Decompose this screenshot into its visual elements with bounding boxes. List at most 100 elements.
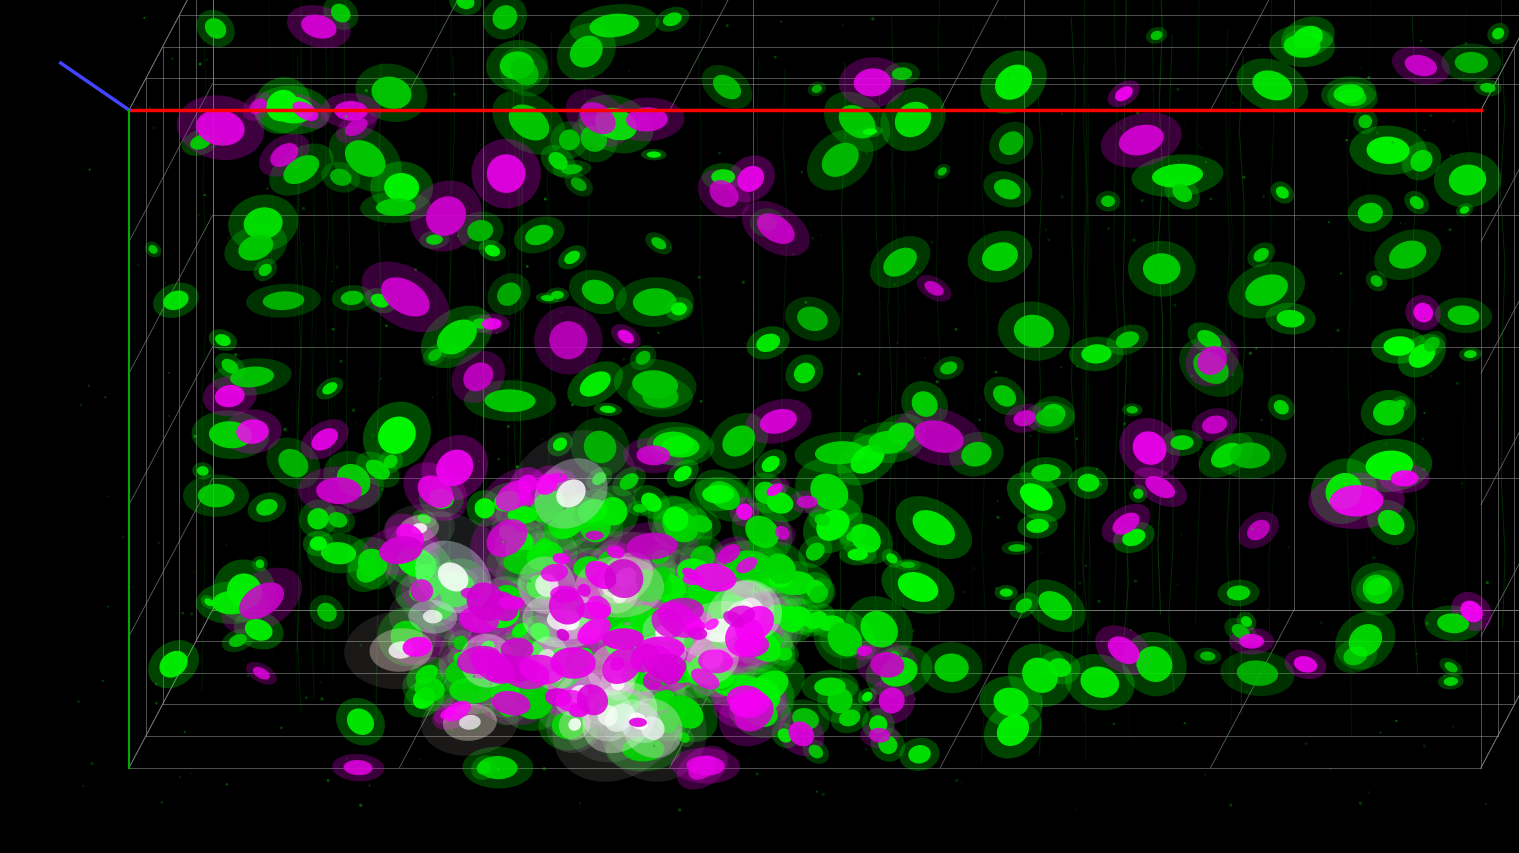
Ellipse shape [726, 26, 729, 28]
Ellipse shape [545, 548, 576, 569]
Ellipse shape [629, 626, 687, 659]
Ellipse shape [1018, 514, 1057, 539]
Ellipse shape [1475, 166, 1476, 168]
Ellipse shape [336, 112, 377, 144]
Ellipse shape [1030, 435, 1031, 438]
Ellipse shape [319, 681, 322, 684]
Ellipse shape [595, 108, 636, 141]
Ellipse shape [693, 666, 785, 707]
Ellipse shape [1390, 471, 1419, 487]
Ellipse shape [390, 621, 424, 653]
Ellipse shape [378, 450, 403, 474]
Ellipse shape [457, 646, 501, 674]
Ellipse shape [561, 669, 655, 763]
Ellipse shape [580, 103, 615, 135]
Ellipse shape [152, 127, 155, 131]
Ellipse shape [427, 598, 460, 627]
Ellipse shape [1192, 409, 1238, 442]
Ellipse shape [399, 515, 439, 543]
Ellipse shape [687, 652, 723, 685]
Ellipse shape [564, 252, 580, 264]
Ellipse shape [1069, 467, 1109, 500]
Ellipse shape [629, 718, 647, 727]
Ellipse shape [996, 516, 1000, 519]
Ellipse shape [814, 609, 876, 670]
Ellipse shape [638, 445, 641, 448]
Ellipse shape [962, 443, 992, 467]
Ellipse shape [908, 746, 931, 763]
Ellipse shape [529, 580, 532, 583]
Ellipse shape [595, 691, 639, 717]
Ellipse shape [453, 583, 486, 605]
Ellipse shape [627, 632, 693, 693]
Ellipse shape [475, 728, 478, 731]
Ellipse shape [688, 627, 708, 640]
Ellipse shape [1150, 38, 1151, 40]
Ellipse shape [548, 589, 585, 625]
Ellipse shape [605, 600, 649, 626]
Ellipse shape [523, 592, 605, 648]
Ellipse shape [457, 212, 504, 251]
Ellipse shape [434, 572, 466, 585]
Ellipse shape [772, 722, 797, 748]
Ellipse shape [1048, 659, 1071, 677]
Ellipse shape [878, 688, 905, 714]
Ellipse shape [717, 544, 740, 564]
Ellipse shape [995, 587, 998, 590]
Ellipse shape [480, 360, 483, 363]
Ellipse shape [1252, 72, 1293, 102]
Ellipse shape [1186, 335, 1238, 387]
Ellipse shape [702, 670, 735, 689]
Ellipse shape [225, 544, 228, 547]
Ellipse shape [816, 510, 849, 542]
Ellipse shape [263, 292, 304, 310]
Ellipse shape [1233, 25, 1235, 26]
Ellipse shape [144, 242, 161, 258]
Ellipse shape [838, 106, 875, 139]
Ellipse shape [861, 708, 895, 740]
Ellipse shape [551, 536, 554, 538]
Ellipse shape [358, 549, 387, 578]
Ellipse shape [454, 653, 469, 665]
Ellipse shape [196, 582, 269, 624]
Ellipse shape [1328, 222, 1331, 224]
Ellipse shape [712, 676, 779, 722]
Ellipse shape [439, 612, 536, 710]
Ellipse shape [761, 706, 763, 708]
Ellipse shape [159, 651, 188, 678]
Ellipse shape [629, 664, 664, 684]
Ellipse shape [316, 478, 362, 504]
Ellipse shape [1358, 204, 1382, 224]
Ellipse shape [1236, 612, 1256, 631]
Ellipse shape [1236, 660, 1277, 686]
Ellipse shape [878, 735, 898, 754]
Ellipse shape [1123, 529, 1145, 547]
Ellipse shape [451, 351, 506, 403]
Ellipse shape [743, 699, 778, 728]
Ellipse shape [606, 546, 624, 559]
Ellipse shape [722, 629, 755, 658]
Ellipse shape [755, 450, 787, 479]
Ellipse shape [535, 459, 608, 529]
Ellipse shape [797, 572, 834, 608]
Ellipse shape [1229, 263, 1305, 319]
Ellipse shape [760, 479, 790, 502]
Ellipse shape [545, 696, 603, 753]
Ellipse shape [603, 579, 638, 614]
Ellipse shape [266, 90, 298, 122]
Ellipse shape [492, 91, 565, 155]
Ellipse shape [1320, 622, 1323, 625]
Ellipse shape [1284, 29, 1334, 52]
Ellipse shape [638, 596, 696, 650]
Ellipse shape [630, 644, 659, 673]
Ellipse shape [639, 411, 641, 413]
Ellipse shape [1004, 404, 1045, 433]
Ellipse shape [155, 683, 158, 686]
Ellipse shape [474, 314, 509, 335]
Ellipse shape [586, 596, 611, 619]
Ellipse shape [322, 383, 337, 395]
Ellipse shape [674, 670, 696, 683]
Ellipse shape [383, 224, 386, 228]
Ellipse shape [548, 663, 580, 688]
Ellipse shape [536, 654, 621, 734]
